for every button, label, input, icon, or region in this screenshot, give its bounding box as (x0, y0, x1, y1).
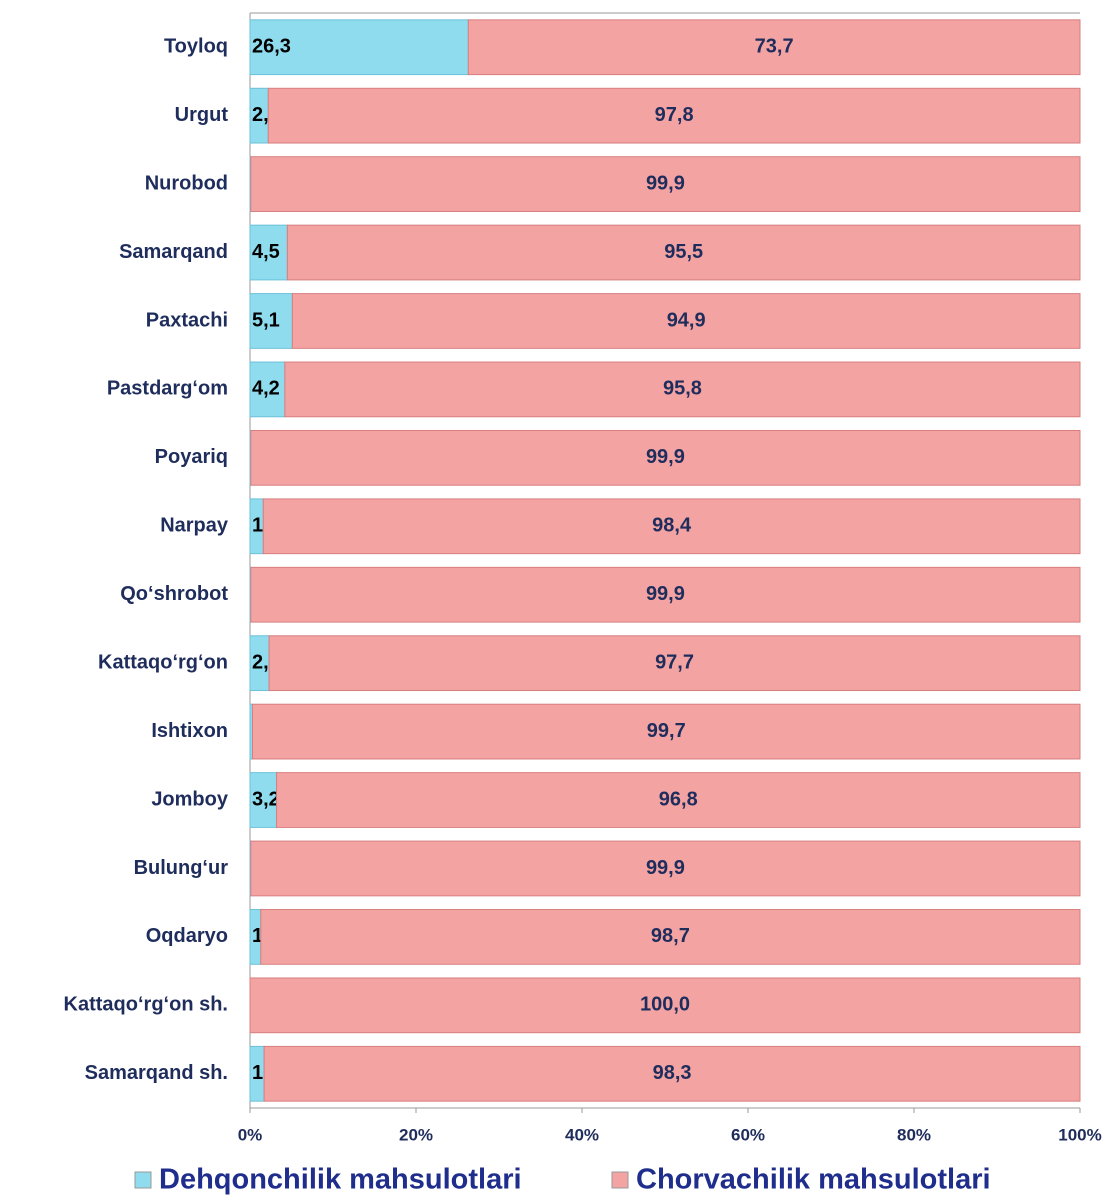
bar-segment (262, 498, 1081, 555)
y-tick-label: Poyariq (155, 446, 228, 468)
data-label: 73,7 (755, 36, 794, 58)
bar-segment (250, 156, 1081, 212)
x-tick-label: 100% (1058, 1125, 1101, 1144)
y-tick-label: Kattaqo‘rg‘on (98, 651, 228, 673)
legend-label: Dehqonchilik mahsulotlari (159, 1164, 522, 1196)
y-tick-label: Urgut (175, 104, 229, 126)
x-tick-label: 60% (731, 1125, 765, 1144)
bar-segment (286, 224, 1081, 281)
data-label: 98,3 (653, 1062, 692, 1084)
y-tick-label: Paxtachi (146, 309, 228, 331)
bar-segment (249, 361, 286, 418)
y-tick-label: Kattaqo‘rg‘on sh. (64, 994, 228, 1016)
data-label: 5,1 (252, 309, 280, 331)
bar-segment (249, 293, 293, 349)
bar-segment (284, 361, 1081, 418)
data-label: 99,9 (646, 172, 685, 194)
data-label: 99,7 (647, 720, 686, 742)
bar-segment (467, 19, 1081, 76)
legend-swatch (134, 1171, 152, 1189)
data-label: 98,4 (652, 515, 692, 537)
bar-segment (250, 566, 1081, 623)
x-tick-label: 20% (399, 1125, 433, 1144)
data-label: 98,7 (651, 925, 690, 947)
data-label: 96,8 (659, 788, 698, 810)
y-tick-label: Samarqand (119, 241, 228, 263)
y-tick-label: Oqdaryo (146, 925, 228, 947)
y-tick-label: Qo‘shrobot (120, 583, 228, 605)
data-label: 99,9 (646, 857, 685, 879)
x-tick-label: 80% (897, 1125, 931, 1144)
y-tick-label: Jomboy (151, 788, 229, 810)
bar-segment (260, 909, 1081, 965)
bar-segment (250, 429, 1081, 486)
bar-segment (267, 87, 1081, 144)
data-label: 99,9 (646, 583, 685, 605)
bar-segment (251, 703, 1081, 760)
y-tick-label: Toyloq (164, 36, 228, 58)
bar-segment (263, 1045, 1081, 1102)
bar-segment (249, 977, 1081, 1034)
y-tick-label: Pastdarg‘om (107, 378, 228, 400)
data-label: 95,8 (663, 378, 702, 400)
bar-segment (250, 840, 1081, 897)
data-label: 100,0 (640, 994, 690, 1016)
x-tick-label: 40% (565, 1125, 599, 1144)
y-tick-label: Bulung‘ur (134, 857, 229, 879)
data-label: 97,7 (655, 651, 694, 673)
y-tick-label: Ishtixon (151, 720, 228, 742)
bar-segment (291, 293, 1081, 349)
data-label: 99,9 (646, 446, 685, 468)
data-label: 95,5 (664, 241, 703, 263)
bar-segment (249, 772, 278, 828)
x-tick-label: 0% (238, 1125, 263, 1144)
legend-swatch (611, 1171, 629, 1189)
data-label: 4,2 (252, 378, 280, 400)
y-tick-label: Nurobod (145, 172, 228, 194)
y-tick-label: Samarqand sh. (85, 1062, 228, 1084)
y-tick-label: Narpay (160, 515, 229, 537)
data-label: 26,3 (252, 36, 291, 58)
data-label: 3,2 (252, 788, 280, 810)
bar-segment (276, 772, 1081, 828)
data-label: 4,5 (252, 241, 280, 263)
data-label: 97,8 (655, 104, 694, 126)
legend-label: Chorvachilik mahsulotlari (636, 1164, 991, 1196)
data-label: 94,9 (667, 309, 706, 331)
bar-segment (268, 635, 1081, 692)
